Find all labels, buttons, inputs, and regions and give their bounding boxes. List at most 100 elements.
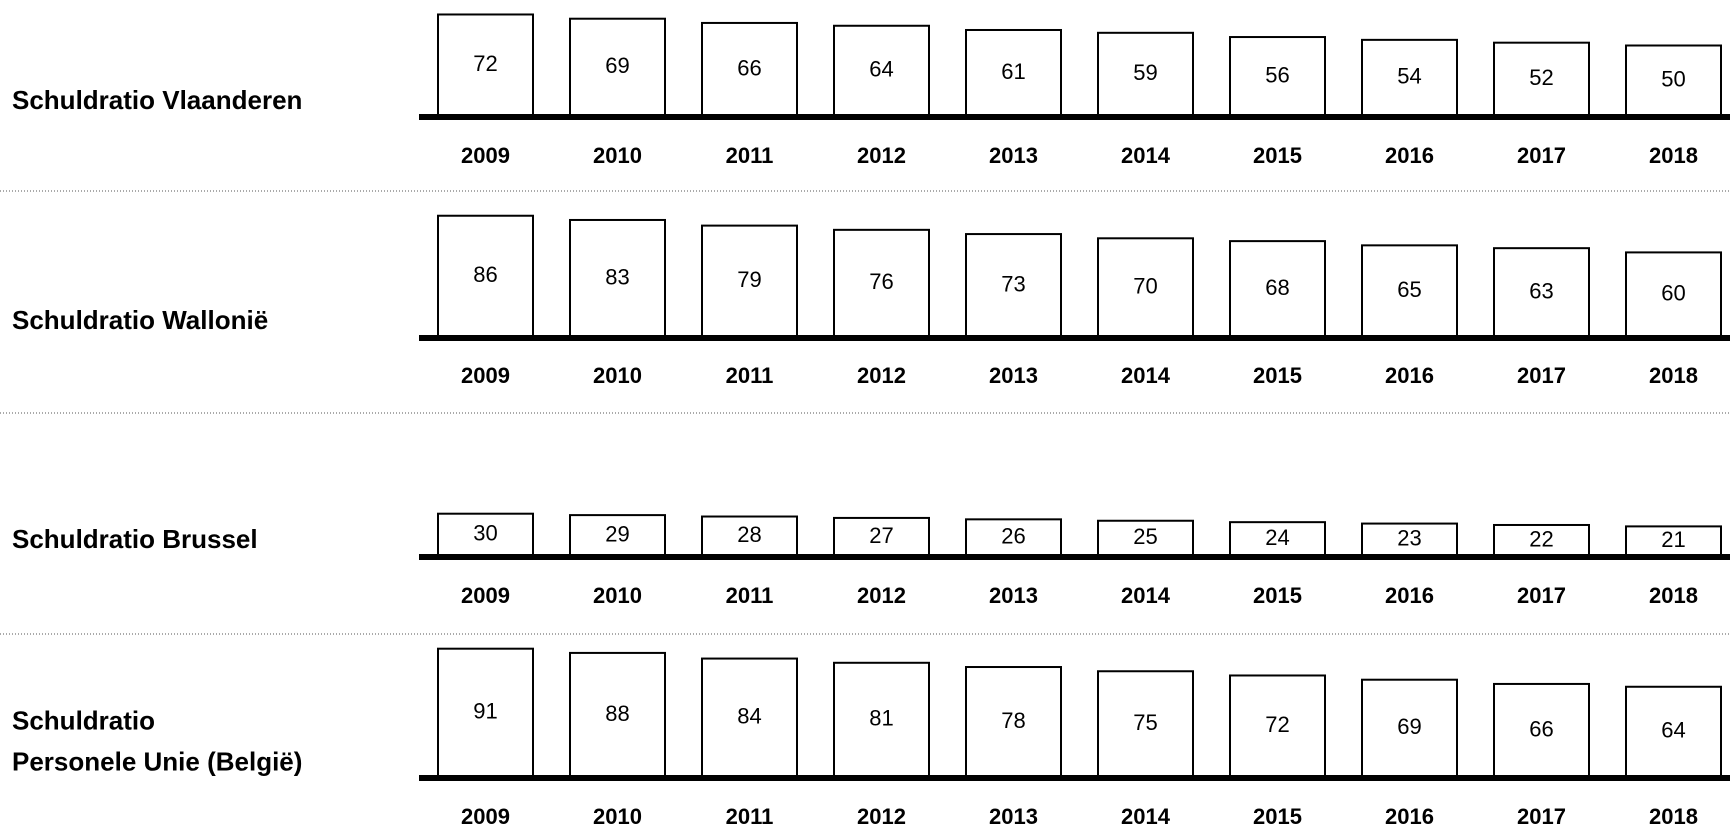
x-tick-label: 2014 bbox=[1121, 363, 1171, 388]
value-label: 84 bbox=[737, 704, 761, 729]
value-label: 66 bbox=[737, 55, 761, 80]
x-tick-label: 2018 bbox=[1649, 363, 1698, 388]
bar bbox=[833, 24, 930, 117]
x-tick-label: 2018 bbox=[1649, 583, 1698, 608]
x-tick-label: 2009 bbox=[461, 363, 510, 388]
bar bbox=[1493, 247, 1590, 338]
bar bbox=[1097, 237, 1194, 338]
bar bbox=[1493, 682, 1590, 778]
x-tick-label: 2014 bbox=[1121, 804, 1171, 829]
bar bbox=[833, 228, 930, 338]
bar bbox=[1625, 685, 1722, 779]
x-tick-label: 2012 bbox=[857, 143, 906, 168]
value-label: 23 bbox=[1397, 526, 1421, 551]
row-title: Schuldratio Brussel bbox=[12, 524, 258, 554]
x-tick-label: 2013 bbox=[989, 804, 1038, 829]
x-tick-label: 2015 bbox=[1253, 804, 1302, 829]
bar bbox=[1229, 240, 1326, 338]
bar bbox=[437, 647, 534, 778]
value-label: 54 bbox=[1397, 64, 1421, 89]
value-label: 86 bbox=[473, 262, 497, 287]
x-tick-label: 2009 bbox=[461, 804, 510, 829]
x-tick-label: 2012 bbox=[857, 583, 906, 608]
bar bbox=[1097, 519, 1194, 557]
value-label: 50 bbox=[1661, 67, 1685, 92]
x-tick-label: 2010 bbox=[593, 583, 642, 608]
x-tick-label: 2014 bbox=[1121, 143, 1171, 168]
value-label: 61 bbox=[1001, 59, 1025, 84]
value-label: 91 bbox=[473, 699, 497, 724]
value-label: 24 bbox=[1265, 525, 1289, 550]
value-label: 27 bbox=[869, 523, 893, 548]
bar bbox=[965, 666, 1062, 779]
value-label: 72 bbox=[1265, 712, 1289, 737]
value-label: 68 bbox=[1265, 275, 1289, 300]
value-label: 21 bbox=[1661, 527, 1685, 552]
x-tick-label: 2016 bbox=[1385, 804, 1434, 829]
x-tick-label: 2011 bbox=[726, 363, 774, 388]
bar bbox=[569, 218, 666, 338]
x-tick-label: 2013 bbox=[989, 363, 1038, 388]
x-tick-label: 2010 bbox=[593, 804, 642, 829]
x-tick-label: 2018 bbox=[1649, 804, 1698, 829]
value-label: 59 bbox=[1133, 60, 1157, 85]
value-label: 81 bbox=[869, 706, 893, 731]
x-tick-label: 2015 bbox=[1253, 583, 1302, 608]
value-label: 79 bbox=[737, 267, 761, 292]
x-tick-label: 2012 bbox=[857, 363, 906, 388]
x-tick-label: 2018 bbox=[1649, 143, 1698, 168]
bar bbox=[965, 233, 1062, 339]
x-tick-label: 2016 bbox=[1385, 583, 1434, 608]
value-label: 60 bbox=[1661, 281, 1685, 306]
value-label: 83 bbox=[605, 264, 629, 289]
x-tick-label: 2011 bbox=[726, 804, 774, 829]
value-label: 73 bbox=[1001, 271, 1025, 296]
x-tick-label: 2015 bbox=[1253, 143, 1302, 168]
value-label: 64 bbox=[869, 57, 893, 82]
x-tick-label: 2016 bbox=[1385, 143, 1434, 168]
value-label: 69 bbox=[1397, 714, 1421, 739]
x-tick-label: 2011 bbox=[726, 583, 774, 608]
bar bbox=[1097, 31, 1194, 118]
value-label: 26 bbox=[1001, 523, 1025, 548]
value-label: 30 bbox=[473, 521, 497, 546]
value-label: 75 bbox=[1133, 710, 1157, 735]
bar bbox=[1625, 251, 1722, 338]
bar bbox=[437, 13, 534, 117]
x-tick-label: 2017 bbox=[1517, 804, 1566, 829]
x-tick-label: 2009 bbox=[461, 143, 510, 168]
x-tick-label: 2017 bbox=[1517, 143, 1566, 168]
value-label: 66 bbox=[1529, 716, 1553, 741]
row-title: Schuldratio Vlaanderen bbox=[12, 85, 302, 115]
bar bbox=[1229, 36, 1326, 117]
bar bbox=[569, 17, 666, 117]
row-title: Schuldratio Wallonië bbox=[12, 305, 268, 335]
bar bbox=[1229, 521, 1326, 557]
bar bbox=[701, 21, 798, 117]
x-tick-label: 2014 bbox=[1121, 583, 1171, 608]
x-tick-label: 2013 bbox=[989, 583, 1038, 608]
x-tick-label: 2010 bbox=[593, 363, 642, 388]
x-tick-label: 2009 bbox=[461, 583, 510, 608]
row-title: Schuldratio bbox=[12, 705, 155, 735]
bar bbox=[965, 28, 1062, 118]
bar bbox=[1361, 244, 1458, 339]
value-label: 28 bbox=[737, 522, 761, 547]
value-label: 22 bbox=[1529, 526, 1553, 551]
value-label: 72 bbox=[473, 51, 497, 76]
value-label: 65 bbox=[1397, 277, 1421, 302]
x-tick-label: 2017 bbox=[1517, 363, 1566, 388]
value-label: 64 bbox=[1661, 718, 1685, 743]
x-tick-label: 2010 bbox=[593, 143, 642, 168]
bar bbox=[1361, 522, 1458, 558]
bar bbox=[701, 515, 798, 558]
value-label: 76 bbox=[869, 269, 893, 294]
x-tick-label: 2012 bbox=[857, 804, 906, 829]
bar bbox=[569, 514, 666, 557]
value-label: 56 bbox=[1265, 62, 1289, 87]
x-tick-label: 2015 bbox=[1253, 363, 1302, 388]
bar bbox=[833, 516, 930, 557]
bar bbox=[833, 661, 930, 778]
x-tick-label: 2011 bbox=[726, 143, 774, 168]
